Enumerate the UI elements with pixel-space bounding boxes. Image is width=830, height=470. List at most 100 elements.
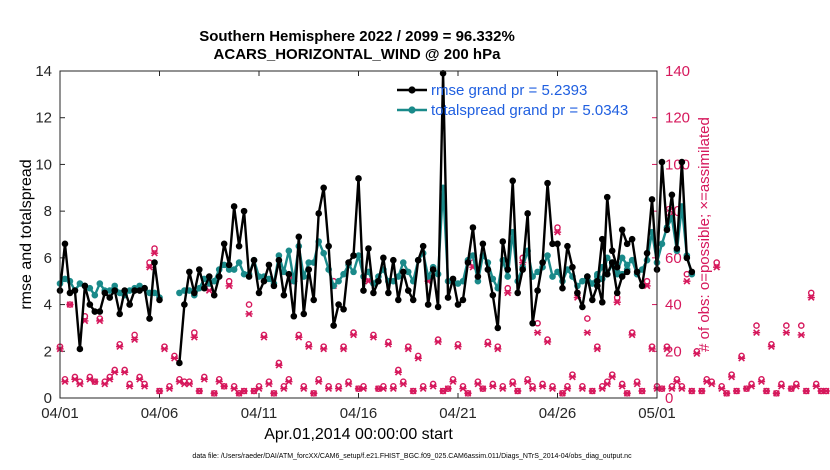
rmse-point [598, 235, 606, 243]
rmse-point [315, 210, 323, 217]
obs-possible-point [245, 301, 253, 308]
rmse-point [663, 226, 671, 234]
y-tick-label: 12 [35, 110, 52, 127]
obs-assimilated-point [305, 343, 313, 350]
obs-assimilated-point [688, 387, 696, 395]
obs-possible-point [783, 322, 790, 329]
obs-assimilated-point [349, 331, 358, 339]
obs-assimilated-point [155, 387, 164, 395]
rmse-point [131, 287, 138, 294]
obs-assimilated-point [583, 329, 591, 336]
obs-assimilated-point [797, 331, 805, 339]
x-axis-label: Apr.01,2014 00:00:00 start [264, 426, 453, 443]
rmse-point [414, 256, 422, 264]
obs-assimilated-point [449, 378, 457, 386]
rmse-point [71, 287, 79, 294]
rmse-point [554, 240, 561, 248]
obs-assimilated-point [409, 387, 417, 395]
obs-assimilated-point [344, 380, 353, 388]
obs-assimilated-point [165, 385, 174, 393]
rmse-point [499, 238, 507, 245]
rmse-point [86, 301, 94, 308]
obs-possible-point [131, 331, 138, 339]
obs-assimilated-point [200, 375, 208, 383]
obs-assimilated-point [757, 378, 766, 386]
totalspread-point [399, 259, 407, 266]
rmse-point [395, 296, 402, 304]
obs-assimilated-point [280, 385, 288, 393]
obs-assimilated-point [76, 380, 84, 388]
y-axis-label: rmse and totalspread [18, 159, 35, 309]
obs-assimilated-point [528, 385, 537, 393]
obs-assimilated-point [140, 382, 149, 390]
y-tick-label: 14 [35, 63, 52, 80]
obs-assimilated-point [484, 340, 492, 348]
rmse-point [370, 289, 377, 297]
obs-possible-point [713, 259, 721, 266]
rmse-point [628, 235, 636, 243]
rmse-point [638, 282, 646, 290]
rmse-point [205, 273, 213, 280]
obs-assimilated-point [320, 345, 328, 353]
obs-assimilated-point [275, 361, 283, 369]
obs-assimilated-point [190, 333, 198, 341]
rmse-point [449, 275, 457, 283]
obs-assimilated-point [713, 263, 721, 271]
obs-assimilated-point [270, 389, 278, 397]
rmse-point [81, 282, 89, 290]
rmse-point [235, 242, 243, 250]
obs-assimilated-point [812, 382, 820, 390]
obs-assimilated-point [723, 389, 731, 397]
rmse-point [574, 289, 581, 297]
obs-assimilated-point [444, 385, 452, 393]
plot-frame [59, 70, 658, 399]
rmse-point [295, 233, 303, 241]
rmse-point [489, 291, 497, 299]
obs-assimilated-point [111, 368, 119, 376]
y2-tick-label: 40 [665, 297, 682, 314]
rmse-point [111, 287, 119, 294]
rmse-point [390, 256, 397, 264]
obs-assimilated-point [762, 387, 771, 395]
rmse-point [255, 289, 263, 297]
rmse-point [225, 261, 233, 269]
rmse-point [683, 254, 691, 262]
obs-assimilated-point [613, 298, 621, 306]
y2-axis-label: # of obs: o=possible; ×=assimilated [696, 117, 713, 352]
obs-assimilated-point [673, 378, 681, 386]
obs-assimilated-point [489, 382, 497, 390]
totalspread-point [76, 280, 84, 287]
rmse-point [668, 191, 676, 199]
rmse-point [419, 242, 427, 250]
obs-assimilated-point [633, 380, 641, 388]
totalspread-point [96, 280, 104, 287]
rmse-point [613, 263, 621, 271]
obs-assimilated-point [683, 277, 691, 285]
obs-assimilated-point [170, 354, 179, 362]
x-tick-label: 05/01 [638, 405, 676, 422]
rmse-point [210, 291, 218, 299]
legend: rmse grand pr = 5.2393 totalspread grand… [397, 82, 628, 119]
rmse-point [618, 226, 626, 234]
obs-assimilated-point [727, 373, 736, 381]
rmse-point [345, 259, 352, 266]
rmse-point [514, 289, 521, 297]
rmse-point [340, 305, 347, 313]
obs-assimilated-point [678, 385, 686, 393]
totalspread-point [111, 282, 119, 290]
rmse-point [454, 301, 462, 308]
rmse-point [439, 70, 447, 77]
x-tick-label: 04/16 [340, 405, 378, 422]
rmse-point [156, 296, 163, 304]
obs-possible-point [584, 315, 591, 322]
rmse-point [265, 261, 273, 269]
rmse-point [310, 296, 318, 304]
obs-assimilated-point [543, 338, 552, 346]
obs-assimilated-point [578, 385, 587, 393]
obs-assimilated-point [325, 385, 333, 393]
obs-assimilated-point [91, 378, 99, 386]
totalspread-point [61, 275, 69, 283]
rmse-point [116, 310, 123, 318]
obs-assimilated-point [225, 282, 233, 290]
obs-assimilated-point [334, 385, 343, 393]
